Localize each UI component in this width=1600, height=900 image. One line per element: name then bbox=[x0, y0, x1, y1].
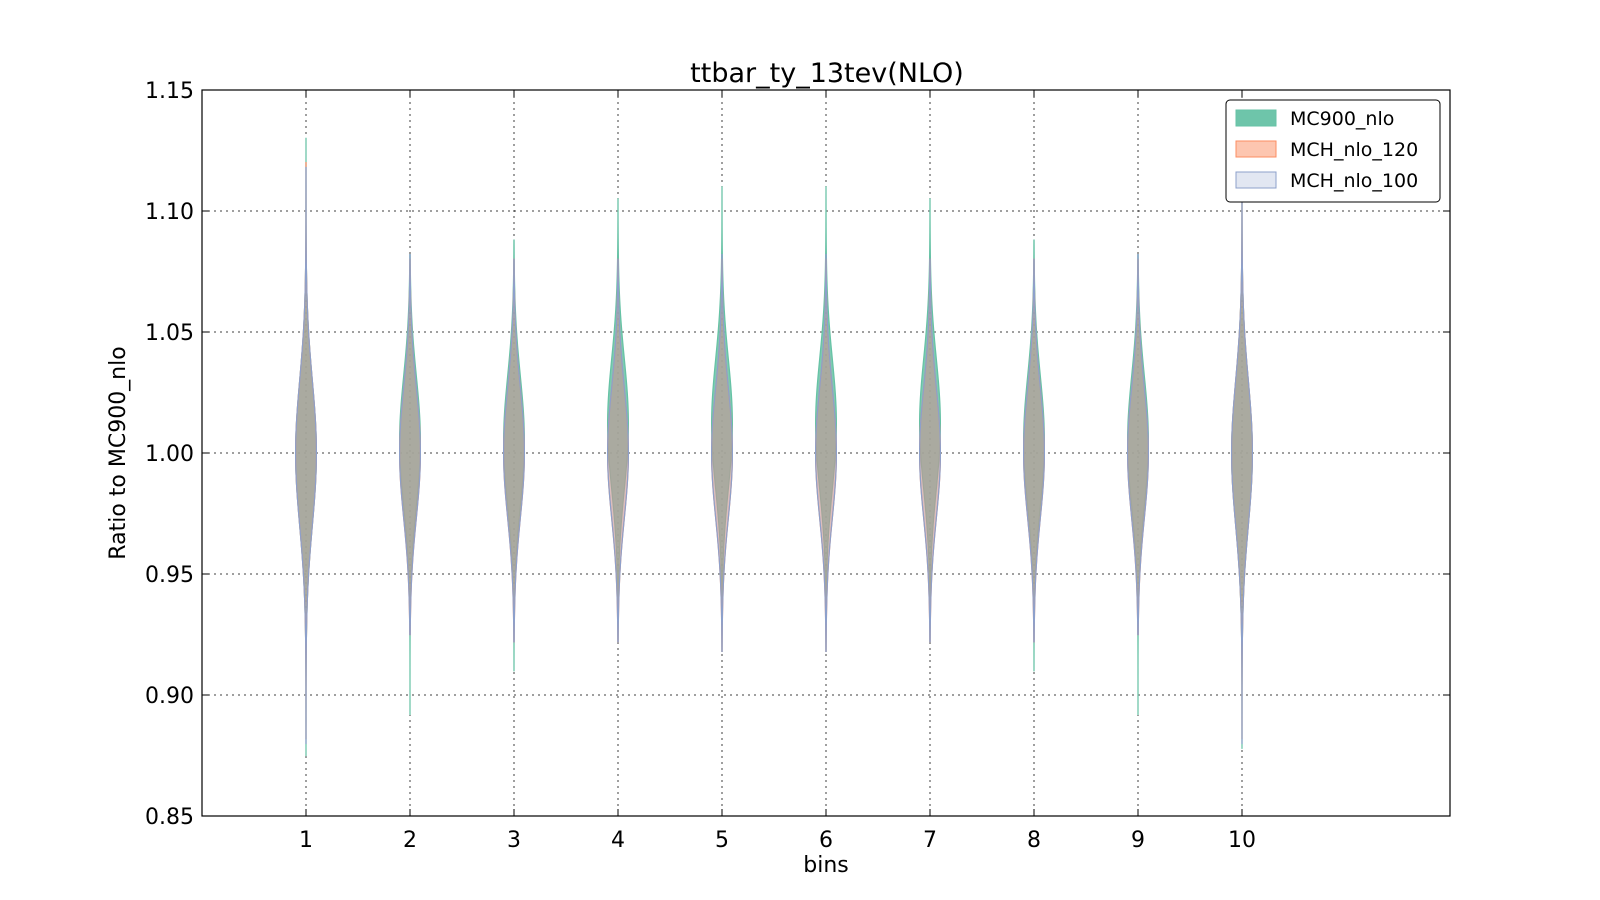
legend-label: MC900_nlo bbox=[1290, 108, 1394, 130]
violin-mch-nlo-100-bin-9 bbox=[1126, 253, 1150, 636]
y-tick-label: 0.90 bbox=[145, 684, 194, 709]
violin-mch-nlo-100-bin-2 bbox=[398, 253, 422, 636]
x-tick-label: 10 bbox=[1228, 828, 1256, 853]
violin-mch-nlo-100-bin-6 bbox=[814, 253, 838, 653]
x-axis-ticks: 1 2 3 4 5 6 7 8 9 10 bbox=[299, 90, 1256, 853]
legend-swatch bbox=[1235, 109, 1277, 127]
y-axis-ticks: 0.85 0.90 0.95 1.00 1.05 1.10 1.15 bbox=[145, 79, 1450, 830]
y-tick-label: 0.85 bbox=[145, 805, 194, 830]
x-tick-label: 7 bbox=[923, 828, 937, 853]
violin-mc900-nlo-bin-5 bbox=[710, 186, 734, 653]
y-tick-label: 0.95 bbox=[145, 563, 194, 588]
violin-mc900-nlo-bin-8 bbox=[1022, 239, 1046, 672]
violin-mch-nlo-100-bin-4 bbox=[607, 258, 629, 643]
chart-title: ttbar_ty_13tev(NLO) bbox=[690, 58, 964, 89]
violin-mch-nlo-100-bin-8 bbox=[1023, 258, 1045, 643]
x-tick-label: 3 bbox=[507, 828, 521, 853]
legend-swatch bbox=[1235, 171, 1277, 189]
violin-mc900-nlo-bin-4 bbox=[606, 198, 630, 643]
x-tick-label: 6 bbox=[819, 828, 833, 853]
violin-mc900-nlo-bin-7 bbox=[918, 198, 942, 643]
legend: MC900_nlo MCH_nlo_120 MCH_nlo_100 bbox=[1225, 99, 1441, 203]
violin-mch-nlo-100-bin-7 bbox=[919, 258, 941, 643]
x-tick-label: 4 bbox=[611, 828, 625, 853]
violin-mch-nlo-100-bin-1 bbox=[294, 166, 318, 744]
violins bbox=[294, 137, 1254, 757]
violin-mc900-nlo-bin-3 bbox=[502, 239, 526, 672]
violin-mc900-nlo-bin-6 bbox=[814, 186, 838, 653]
x-tick-label: 5 bbox=[715, 828, 729, 853]
y-axis-label: Ratio to MC900_nlo bbox=[106, 346, 131, 559]
x-tick-label: 2 bbox=[403, 828, 417, 853]
y-tick-label: 1.10 bbox=[145, 200, 194, 225]
y-tick-label: 1.00 bbox=[145, 442, 194, 467]
x-tick-label: 1 bbox=[299, 828, 313, 853]
x-tick-label: 8 bbox=[1027, 828, 1041, 853]
legend-label: MCH_nlo_100 bbox=[1290, 170, 1418, 192]
legend-swatch bbox=[1235, 140, 1277, 158]
violin-mch-nlo-100-bin-3 bbox=[503, 258, 525, 643]
legend-box bbox=[1225, 99, 1441, 203]
violin-mch-nlo-100-bin-5 bbox=[710, 253, 734, 653]
violin-mch-nlo-100-bin-10 bbox=[1230, 198, 1254, 744]
y-tick-label: 1.05 bbox=[145, 321, 194, 346]
x-axis-label: bins bbox=[803, 853, 848, 878]
legend-label: MCH_nlo_120 bbox=[1290, 139, 1418, 161]
y-tick-label: 1.15 bbox=[145, 79, 194, 104]
x-tick-label: 9 bbox=[1131, 828, 1145, 853]
